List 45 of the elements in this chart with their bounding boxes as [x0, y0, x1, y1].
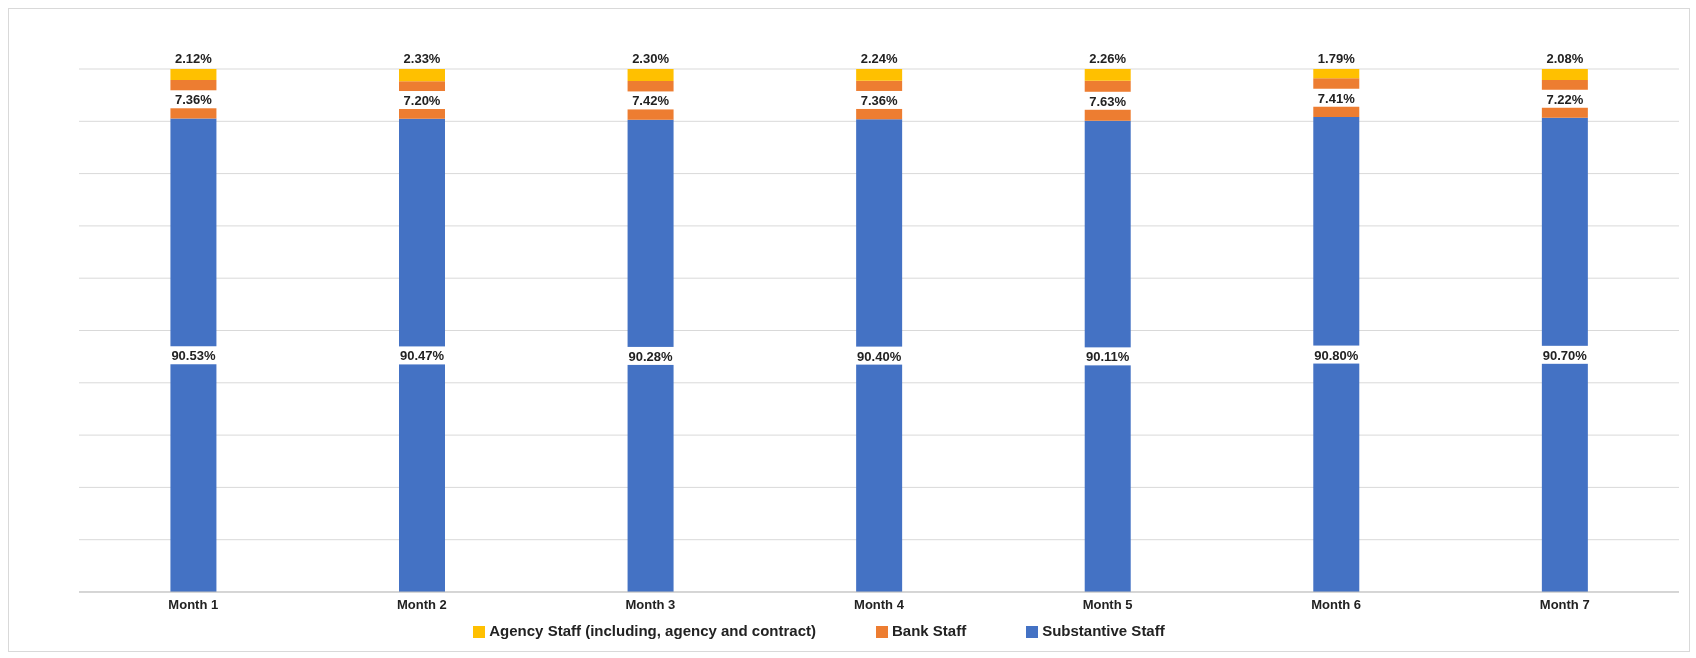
data-label: 2.12% [174, 51, 213, 66]
bar [627, 119, 674, 592]
legend-label: Substantive Staff [1042, 622, 1165, 639]
data-label: 1.79% [1317, 51, 1356, 66]
bar [1313, 69, 1360, 79]
data-label: 2.24% [860, 51, 899, 66]
bar [399, 69, 445, 82]
data-label: 90.70% [1542, 347, 1588, 363]
bar [856, 69, 903, 81]
data-label: 7.41% [1317, 90, 1356, 106]
data-label: 90.28% [628, 348, 674, 364]
x-tick-label: Month 5 [1082, 597, 1133, 613]
x-tick-label: Month 7 [1539, 597, 1590, 613]
data-label: 2.26% [1089, 51, 1127, 66]
bar [1313, 117, 1360, 592]
data-label: 90.80% [1314, 347, 1359, 363]
bar [399, 118, 445, 592]
x-tick-label: Month 6 [1311, 597, 1362, 613]
bar [1084, 120, 1131, 592]
data-label: 90.40% [857, 348, 902, 364]
data-label: 90.53% [171, 348, 216, 364]
bar [1541, 117, 1588, 592]
data-label: 7.63% [1089, 93, 1127, 109]
x-tick-label: Month 3 [625, 597, 676, 613]
x-tick-label: Month 4 [854, 597, 905, 613]
legend-label: Bank Staff [892, 622, 967, 639]
bar [170, 69, 217, 81]
data-label: 7.22% [1546, 91, 1584, 107]
bar [856, 119, 903, 592]
x-tick-label: Month 1 [168, 597, 219, 613]
legend-label: Agency Staff (including, agency and contract) [489, 622, 816, 639]
bar [1541, 69, 1588, 80]
bar [1084, 69, 1131, 81]
x-tick-label: Month 2 [396, 597, 447, 613]
data-label: 7.20% [403, 93, 441, 109]
bar [627, 69, 674, 82]
data-label: 90.11% [1086, 349, 1130, 365]
data-label: 7.36% [860, 92, 899, 108]
bar [170, 118, 217, 592]
data-label: 7.42% [632, 93, 670, 109]
data-label: 2.08% [1546, 51, 1584, 66]
data-label: 7.36% [174, 92, 213, 108]
data-label: 2.30% [632, 51, 670, 66]
data-label: 90.47% [399, 348, 445, 364]
data-label: 2.33% [403, 51, 441, 66]
